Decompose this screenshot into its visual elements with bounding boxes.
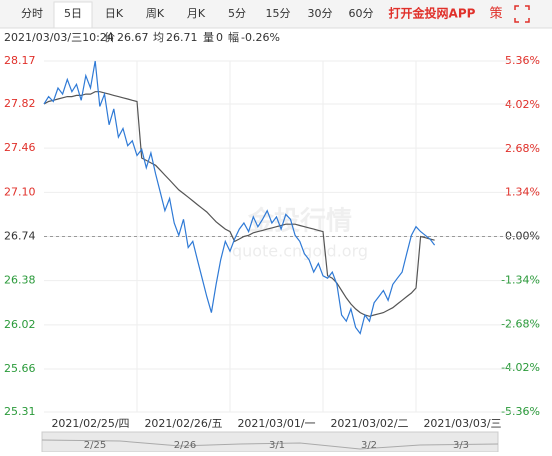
info-volume-label: 量 — [203, 31, 214, 44]
info-avg: 26.71 — [166, 31, 198, 44]
y2-tick-label: 2.68% — [505, 142, 540, 155]
series-line — [43, 91, 435, 317]
strategy-button[interactable]: 策 — [489, 6, 502, 22]
info-datetime: 2021/03/03/三10:24 — [4, 31, 114, 44]
y2-tick-label: -4.02% — [501, 361, 540, 374]
tab[interactable]: 15分 — [266, 7, 291, 20]
info-volume: 0 — [216, 31, 223, 44]
active-tab-bg — [53, 1, 93, 29]
tab[interactable]: 周K — [146, 7, 165, 20]
x-tick-label: 2021/02/25/四 — [51, 417, 129, 430]
y-tick-label: 27.46 — [4, 141, 36, 154]
navigator-label: 2/25 — [84, 440, 106, 451]
y2-tick-label: -5.36% — [501, 405, 540, 418]
y-tick-label: 27.10 — [4, 185, 36, 198]
tab[interactable]: 60分 — [349, 7, 374, 20]
info-price: 26.67 — [117, 31, 149, 44]
x-tick-label: 2021/02/26/五 — [144, 417, 222, 430]
y2-tick-label: -2.68% — [501, 317, 540, 330]
tab[interactable]: 日K — [105, 7, 124, 20]
navigator-label: 3/2 — [361, 440, 377, 451]
info-change: -0.26% — [241, 31, 280, 44]
x-tick-label: 2021/03/03/三 — [423, 417, 501, 430]
tab[interactable]: 月K — [187, 7, 206, 20]
navigator-label: 3/1 — [269, 440, 285, 451]
x-tick-label: 2021/03/02/二 — [330, 417, 408, 430]
info-change-label: 幅 — [228, 31, 239, 44]
info-avg-label: 均 — [153, 31, 164, 44]
navigator-label: 3/3 — [453, 440, 469, 451]
watermark: 金投行情 — [247, 206, 352, 237]
navigator-line — [41, 439, 499, 450]
y-tick-label: 25.31 — [4, 405, 36, 418]
y2-tick-label: 5.36% — [505, 54, 540, 67]
x-tick-label: 2021/03/01/一 — [237, 417, 315, 430]
app-link[interactable]: 打开金投网APP — [389, 6, 476, 21]
tab[interactable]: 5分 — [228, 7, 246, 20]
tab[interactable]: 5日 — [64, 7, 82, 20]
series-line — [43, 60, 436, 335]
info-price-label: 价 — [104, 31, 115, 44]
tab[interactable]: 30分 — [308, 7, 333, 20]
y-tick-label: 28.17 — [4, 54, 36, 67]
y-tick-label: 26.02 — [4, 318, 36, 331]
expand-icon[interactable] — [514, 5, 530, 23]
tab[interactable]: 分时 — [21, 7, 43, 20]
y2-tick-label: 1.34% — [505, 186, 540, 199]
y2-tick-label: 0.00% — [505, 230, 540, 243]
y-tick-label: 27.82 — [4, 97, 36, 110]
y-tick-label: 26.38 — [4, 274, 36, 287]
y-tick-label: 26.74 — [4, 230, 36, 243]
y2-tick-label: -1.34% — [501, 273, 540, 286]
y2-tick-label: 4.02% — [505, 98, 540, 111]
y-tick-label: 25.66 — [4, 362, 36, 375]
navigator-label: 2/26 — [174, 440, 196, 451]
watermark-url: quote.cngold.org — [232, 242, 368, 261]
